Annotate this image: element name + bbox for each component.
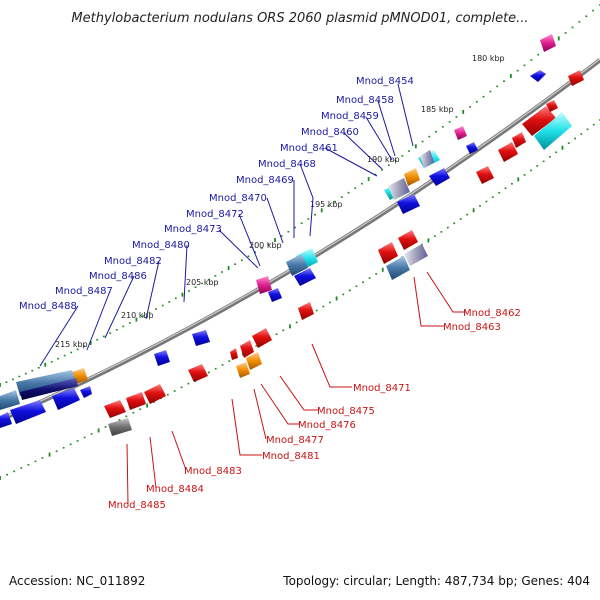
gene-label: Mnod_8473 (164, 224, 222, 235)
tick-label: 205 kbp (186, 278, 219, 287)
gc-track-outer (0, 4, 600, 387)
gene-reverse (144, 384, 166, 404)
gene-labels-upper: Mnod_8454 Mnod_8458 Mnod_8459 Mnod_8460 … (19, 76, 414, 312)
gene-reverse (398, 230, 418, 250)
gene-label: Mnod_8476 (298, 420, 356, 431)
gene-reverse (252, 328, 272, 348)
gene-label: Mnod_8458 (336, 95, 394, 106)
gene-forward (154, 350, 170, 366)
topology-summary: Topology: circular; Length: 487,734 bp; … (283, 574, 590, 588)
tick-label: 190 kbp (367, 155, 400, 164)
gene-forward (294, 268, 316, 286)
gene-label: Mnod_8482 (104, 256, 162, 267)
gene-label: Mnod_8470 (209, 193, 267, 204)
gene-forward (466, 142, 478, 154)
genes-lower (104, 70, 584, 436)
gene-label: Mnod_8469 (236, 175, 294, 186)
map-title: Methylobacterium nodulans ORS 2060 plasm… (71, 11, 528, 26)
gene-reverse (230, 348, 238, 360)
gene-forward (530, 70, 546, 82)
gene-forward (80, 386, 92, 398)
gene-label: Mnod_8483 (184, 466, 242, 477)
gene-label: Mnod_8471 (353, 383, 411, 394)
gene-reverse (104, 400, 126, 418)
gene-label: Mnod_8486 (89, 271, 147, 282)
gene-forward (429, 168, 450, 186)
gene-forward (192, 330, 210, 346)
gene-reverse (126, 392, 146, 410)
gene-silver (404, 244, 428, 266)
tick-label: 200 kbp (249, 241, 282, 250)
gene-reverse (298, 302, 314, 320)
gene-label: Mnod_8475 (317, 406, 375, 417)
gene-label: Mnod_8468 (258, 159, 316, 170)
gene-forward (0, 412, 12, 428)
gene-silver (420, 150, 434, 168)
gene-grey (108, 418, 132, 436)
gene-label: Mnod_8462 (463, 308, 521, 319)
gene-magenta (454, 126, 467, 140)
gene-reverse (512, 132, 526, 148)
gene-forward (10, 400, 46, 424)
genes-upper (0, 34, 556, 428)
gene-steel (386, 256, 410, 280)
gene-label: Mnod_8481 (262, 451, 320, 462)
tick-label: 210 kbp (121, 311, 154, 320)
gene-label: Mnod_8488 (19, 301, 77, 312)
gene-forward (268, 288, 282, 302)
gene-orange (246, 352, 262, 370)
gene-steel (286, 254, 308, 276)
gene-forward (52, 388, 80, 410)
gene-reverse (476, 166, 494, 184)
gene-orange (404, 168, 420, 186)
gene-steel (0, 390, 20, 410)
gene-label: Mnod_8459 (321, 111, 379, 122)
label-leaders-upper (39, 83, 414, 367)
tick-label: 215 kbp (55, 340, 88, 349)
tick-label: 195 kbp (310, 200, 343, 209)
gene-label: Mnod_8487 (55, 286, 113, 297)
gene-labels-lower: Mnod_8462 Mnod_8463 Mnod_8471 Mnod_8475 … (108, 308, 521, 511)
gene-label: Mnod_8454 (356, 76, 414, 87)
gene-reverse (378, 242, 398, 264)
label-leaders-lower (126, 271, 466, 505)
tick-labels: 180 kbp 185 kbp 190 kbp 195 kbp 200 kbp … (55, 54, 505, 349)
gene-label: Mnod_8484 (146, 484, 204, 495)
gene-cyan (534, 112, 572, 150)
gene-label: Mnod_8480 (132, 240, 190, 251)
gene-label: Mnod_8463 (443, 322, 501, 333)
gene-reverse (498, 142, 518, 162)
gene-silver (388, 178, 410, 200)
gene-forward (397, 194, 420, 214)
tick-label: 185 kbp (421, 105, 454, 114)
gene-reverse (188, 364, 208, 382)
gene-label: Mnod_8472 (186, 209, 244, 220)
accession-text: Accession: NC_011892 (9, 574, 146, 588)
gene-navy (20, 378, 78, 400)
gene-label: Mnod_8485 (108, 500, 166, 511)
backbone-arc (0, 58, 600, 423)
gene-reverse (568, 70, 584, 86)
tick-label: 180 kbp (472, 54, 505, 63)
gene-reverse (240, 340, 254, 358)
gene-magenta (256, 276, 272, 294)
gene-orange (236, 362, 250, 378)
backbone-arc-highlight (0, 58, 600, 420)
gene-reverse (522, 106, 556, 136)
gene-label: Mnod_8461 (280, 143, 338, 154)
gene-reverse (546, 100, 558, 112)
gene-label: Mnod_8477 (266, 435, 324, 446)
gene-label: Mnod_8460 (301, 127, 359, 138)
gene-magenta (540, 34, 556, 52)
